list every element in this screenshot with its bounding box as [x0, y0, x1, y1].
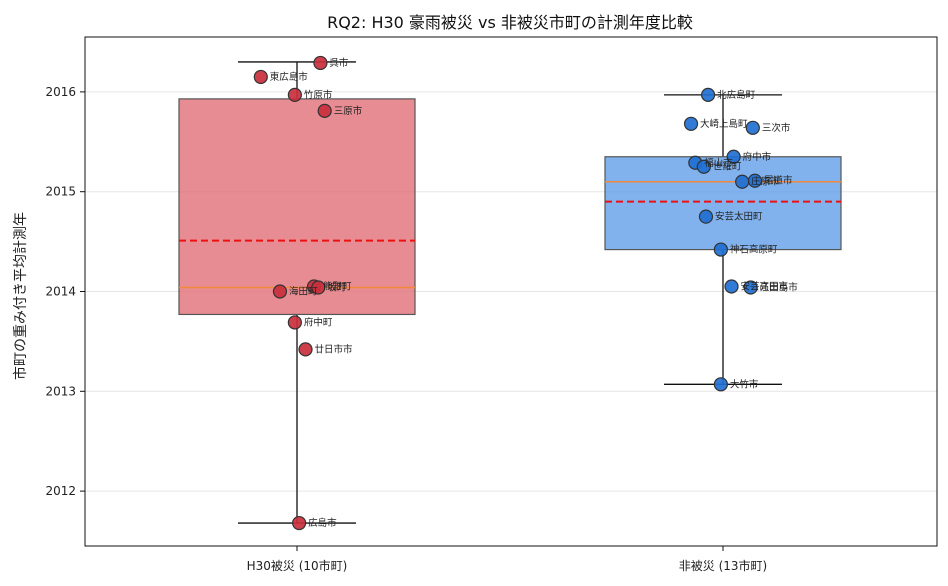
data-point-label: 安芸高田市 — [741, 281, 789, 293]
box-iqr — [178, 98, 416, 316]
data-point-label: 広島市 — [308, 517, 337, 529]
data-point — [287, 315, 302, 330]
x-tick-label: 非被災 (13市町) — [679, 558, 767, 573]
data-point — [743, 280, 758, 295]
data-point — [683, 116, 699, 131]
data-point-label: 神石高原町 — [730, 244, 778, 256]
x-tick-label: H30被災 (10市町) — [247, 558, 348, 573]
data-point-label: 北広島町 — [717, 89, 756, 101]
data-point-label: 大竹市 — [730, 378, 759, 390]
y-tick-label: 2015 — [45, 185, 76, 199]
data-point-label: 府中市 — [743, 151, 772, 163]
data-point — [292, 515, 307, 531]
data-point-label: 庄原市 — [751, 176, 780, 188]
data-point-label: 世羅町 — [713, 161, 742, 173]
data-point-label: 坂町 — [327, 283, 347, 294]
data-point-label: 熊野町 — [323, 281, 352, 293]
data-point-label: 竹原市 — [304, 89, 333, 101]
data-point-label: 三原市 — [334, 105, 363, 117]
data-point — [735, 174, 750, 189]
data-point-label: 安芸太田町 — [715, 211, 763, 223]
data-point — [745, 120, 760, 135]
y-tick-label: 2012 — [45, 484, 76, 498]
data-point-label: 福山市 — [704, 157, 733, 169]
point-layer — [253, 55, 763, 531]
data-point-label: 大崎上島町 — [700, 118, 748, 130]
data-point — [317, 103, 332, 118]
data-point-label: 尾道市 — [764, 175, 793, 187]
data-point — [272, 284, 288, 299]
data-point — [313, 55, 328, 71]
data-point-label: 東広島市 — [270, 71, 309, 83]
data-point — [253, 69, 268, 85]
data-point — [726, 149, 741, 164]
data-point — [298, 342, 313, 357]
data-point — [311, 280, 326, 295]
data-point-label: 廿日市市 — [315, 343, 354, 355]
y-tick-label: 2016 — [45, 85, 76, 99]
y-tick-label: 2014 — [45, 285, 76, 299]
data-point — [713, 242, 728, 257]
data-point-label: 海田町 — [289, 286, 318, 298]
chart-title: RQ2: H30 豪雨被災 vs 非被災市町の計測年度比較 — [327, 13, 693, 32]
data-point-label: 呉市 — [329, 57, 349, 69]
data-point — [700, 87, 716, 102]
data-point-label: 三次市 — [762, 122, 791, 134]
data-point-label: 府中町 — [304, 316, 333, 328]
data-point-label: 江田島市 — [760, 282, 799, 294]
data-point — [698, 209, 714, 224]
data-point — [724, 279, 739, 294]
data-point — [287, 87, 302, 102]
tick-layer: 2012 2013 2014 2015 2016 H30被災 (10市町) 非被災 (13市… — [45, 85, 767, 573]
y-tick-label: 2013 — [45, 384, 76, 398]
data-point — [713, 377, 728, 392]
data-point — [696, 159, 711, 174]
y-axis-label: 市町の重み付き平均計測年 — [12, 212, 29, 380]
